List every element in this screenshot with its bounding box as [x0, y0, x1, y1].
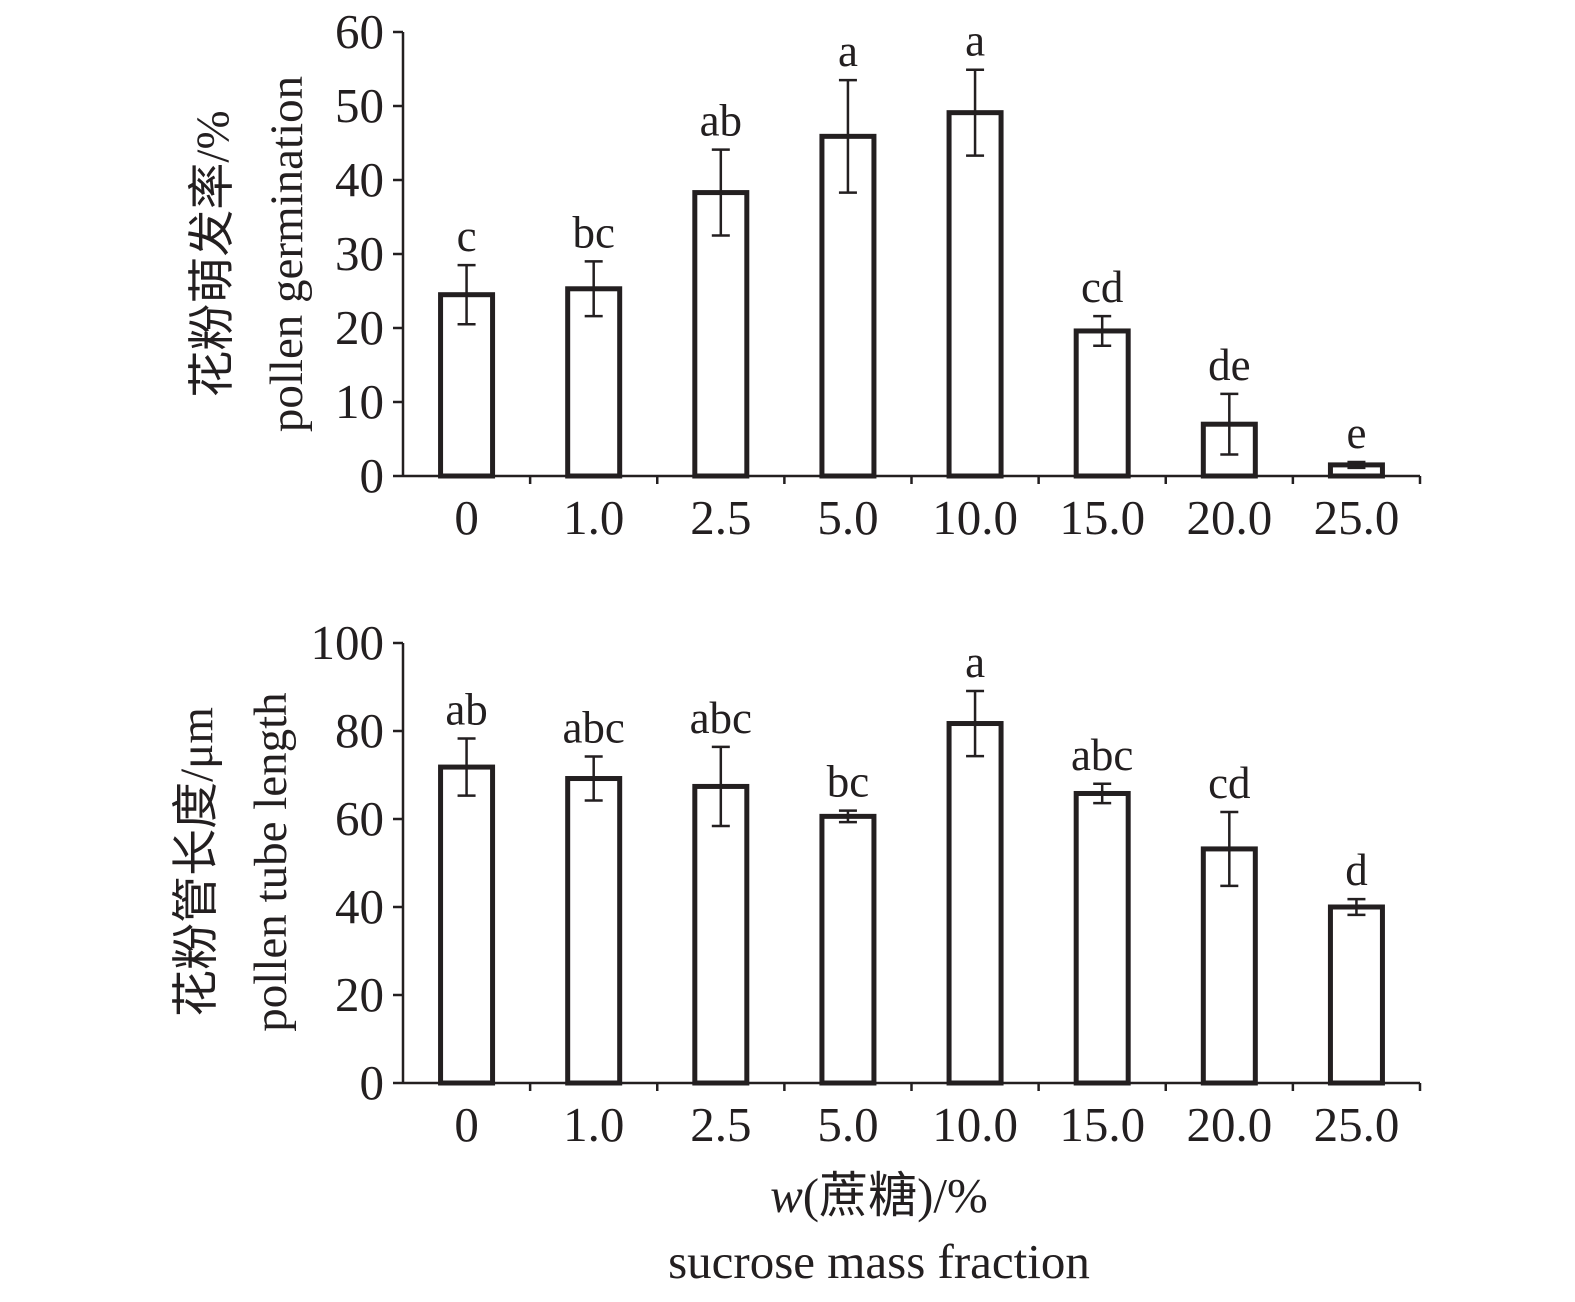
- tube-length-significance-label: a: [965, 637, 985, 687]
- tube-length-x-tick-label: 0: [454, 1097, 479, 1152]
- tube-length-significance-label: bc: [827, 757, 869, 807]
- tube-length-significance-label: abc: [1071, 730, 1133, 780]
- germination-bar: [946, 110, 1004, 479]
- tube-length-significance-label: abc: [690, 693, 752, 743]
- x-axis-label-en: sucrose mass fraction: [668, 1234, 1090, 1289]
- tube-length-y-tick-label: 20: [335, 967, 384, 1022]
- germination-y-tick-label: 10: [335, 374, 384, 429]
- germination-x-tick-label: 1.0: [563, 490, 624, 545]
- germination-y-tick-label: 50: [335, 78, 384, 133]
- tube-length-x-tick-label: 2.5: [690, 1097, 751, 1152]
- germination-x-tick-label: 0: [454, 490, 479, 545]
- x-axis-label-var: w: [770, 1168, 803, 1223]
- germination-significance-label: bc: [572, 207, 614, 257]
- germination-ylabel-en: pollen germination: [261, 76, 313, 432]
- tube-length-x-tick-label: 5.0: [817, 1097, 878, 1152]
- tube-length-bar: [819, 813, 877, 1086]
- tube-length-y-tick-label: 60: [335, 791, 384, 846]
- tube-length-ylabel-cn: 花粉管长度/μm: [171, 707, 223, 1017]
- germination-x-tick-label: 10.0: [932, 490, 1018, 545]
- tube-length-y-tick-label: 80: [335, 703, 384, 758]
- tube-length-chart: 0 20 40 60 80 100 ab 0 abc 1.0 abc 2.5 bc 5.0 a 10.0 abc…: [311, 615, 1422, 1152]
- tube-length-x-tick-label: 25.0: [1314, 1097, 1400, 1152]
- germination-x-tick-label: 15.0: [1059, 490, 1145, 545]
- tube-length-significance-label: abc: [562, 703, 624, 753]
- germination-y-tick-label: 0: [360, 448, 385, 503]
- tube-length-ylabel-en: pollen tube length: [245, 692, 297, 1031]
- germination-y-tick-label: 60: [335, 4, 384, 59]
- germination-y-tick-label: 20: [335, 300, 384, 355]
- germination-bar: [692, 190, 750, 479]
- germination-significance-label: de: [1208, 340, 1250, 390]
- tube-length-y-tick-label: 40: [335, 879, 384, 934]
- germination-y-tick-label: 40: [335, 152, 384, 207]
- germination-chart: 0 10 20 30 40 50 60 c 0 bc 1.0 ab 2.5 a 5.0 a 10.0 cd 15.0…: [335, 4, 1422, 545]
- germination-ylabel-cn: 花粉萌发率/%: [187, 110, 239, 397]
- x-axis-label: w(蔗糖)/%: [770, 1168, 988, 1223]
- germination-significance-label: e: [1346, 408, 1366, 458]
- tube-length-significance-label: cd: [1208, 758, 1250, 808]
- x-axis-label-rest: (蔗糖)/%: [803, 1168, 988, 1223]
- germination-x-tick-label: 25.0: [1314, 490, 1400, 545]
- tube-length-x-tick-label: 1.0: [563, 1097, 624, 1152]
- tube-length-bar: [565, 776, 623, 1086]
- tube-length-bar: [946, 721, 1004, 1086]
- germination-x-tick-label: 2.5: [690, 490, 751, 545]
- tube-length-y-tick-label: 100: [311, 615, 385, 670]
- germination-significance-label: c: [457, 211, 477, 261]
- germination-y-tick-label: 30: [335, 226, 384, 281]
- germination-significance-label: cd: [1081, 262, 1123, 312]
- tube-length-bar: [1073, 790, 1131, 1086]
- germination-bar: [1073, 328, 1131, 479]
- tube-length-x-tick-label: 20.0: [1186, 1097, 1272, 1152]
- tube-length-bar: [1327, 904, 1385, 1086]
- tube-length-x-tick-label: 15.0: [1059, 1097, 1145, 1152]
- tube-length-significance-label: ab: [445, 684, 487, 734]
- germination-bar: [565, 286, 623, 479]
- tube-length-y-tick-label: 0: [360, 1055, 385, 1110]
- germination-significance-label: a: [838, 26, 858, 76]
- tube-length-bar: [438, 764, 496, 1086]
- germination-x-tick-label: 20.0: [1186, 490, 1272, 545]
- germination-significance-label: ab: [700, 96, 742, 146]
- germination-significance-label: a: [965, 16, 985, 66]
- tube-length-bar: [692, 783, 750, 1086]
- germination-x-tick-label: 5.0: [817, 490, 878, 545]
- tube-length-x-tick-label: 10.0: [932, 1097, 1018, 1152]
- tube-length-significance-label: d: [1345, 845, 1368, 895]
